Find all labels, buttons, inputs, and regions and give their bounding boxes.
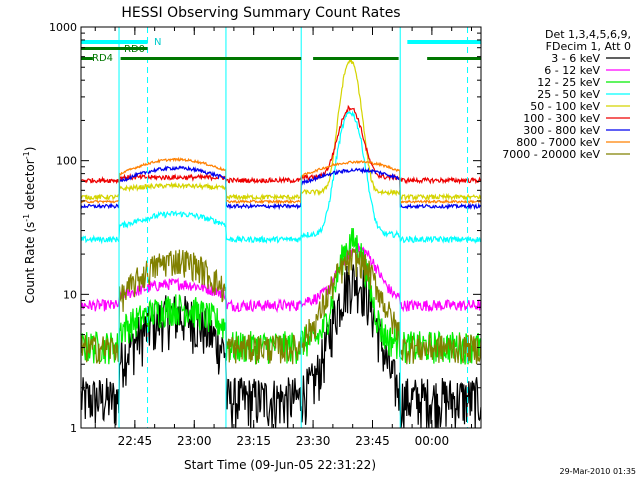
flag-rd0-label: RD0 <box>124 44 145 55</box>
legend-entry-label-2: 12 - 25 keV <box>537 76 600 89</box>
x-tick-label-0: 22:45 <box>118 434 153 448</box>
x-tick-label-2: 23:15 <box>236 434 271 448</box>
x-tick-label-5: 00:00 <box>415 434 450 448</box>
flag-rd4-bar-2 <box>225 57 302 60</box>
legend-header-decimation: FDecim 1, Att 0 <box>546 40 631 53</box>
legend-entry-label-1: 6 - 12 keV <box>544 64 600 77</box>
flag-night-bar-0 <box>81 40 148 44</box>
axes-layer: 1 10 100 1000 22:45 23:00 23:15 23:30 23:45 00:00 <box>49 21 482 448</box>
series-line-1 <box>80 243 482 314</box>
legend-entry-label-3: 25 - 50 keV <box>537 88 600 101</box>
flag-night-bar-1 <box>407 40 481 44</box>
x-tick-label-1: 23:00 <box>177 434 212 448</box>
y-tick-label-1: 10 <box>63 288 77 301</box>
legend-entry-label-5: 100 - 300 keV <box>523 112 600 125</box>
flag-rd4-bar-3 <box>313 57 399 60</box>
series-line-8 <box>80 248 482 365</box>
flag-rd4-bar-1 <box>120 57 226 60</box>
flag-rd4-bar-4 <box>427 57 481 60</box>
x-tick-label-3: 23:30 <box>296 434 331 448</box>
legend-entry-label-7: 800 - 7000 keV <box>516 136 600 149</box>
footer-timestamp: 29-Mar-2010 01:35 <box>560 467 637 476</box>
series-line-4 <box>80 58 482 202</box>
legend-entry-label-0: 3 - 6 keV <box>551 52 600 65</box>
legend-entry-label-8: 7000 - 20000 keV <box>502 148 600 161</box>
series-layer <box>80 58 482 429</box>
flags-layer: N RD0 RD4 <box>81 27 481 428</box>
y-tick-label-3: 1000 <box>49 21 77 34</box>
x-axis-label: Start Time (09-Jun-05 22:31:22) <box>184 458 376 472</box>
flag-rd4-label: RD4 <box>92 53 113 64</box>
flag-rd0-bar-0 <box>81 47 148 50</box>
legend-entry-label-4: 50 - 100 keV <box>530 100 600 113</box>
y-tick-label-0: 1 <box>70 422 77 435</box>
chart-title: HESSI Observing Summary Count Rates <box>121 5 400 21</box>
x-tick-label-4: 23:45 <box>355 434 390 448</box>
legend: Det 1,3,4,5,6,9, FDecim 1, Att 0 3 - 6 k… <box>502 28 631 161</box>
y-axis-label: Count Rate (s-1 detector-1) <box>22 147 37 304</box>
flag-rd4-bar-0 <box>81 57 93 60</box>
y-tick-label-2: 100 <box>56 155 77 168</box>
series-line-7 <box>80 156 482 205</box>
legend-header-detectors: Det 1,3,4,5,6,9, <box>545 28 631 41</box>
plot-frame <box>80 26 482 429</box>
legend-entry-label-6: 300 - 800 keV <box>523 124 600 137</box>
flag-night-label: N <box>154 37 161 48</box>
